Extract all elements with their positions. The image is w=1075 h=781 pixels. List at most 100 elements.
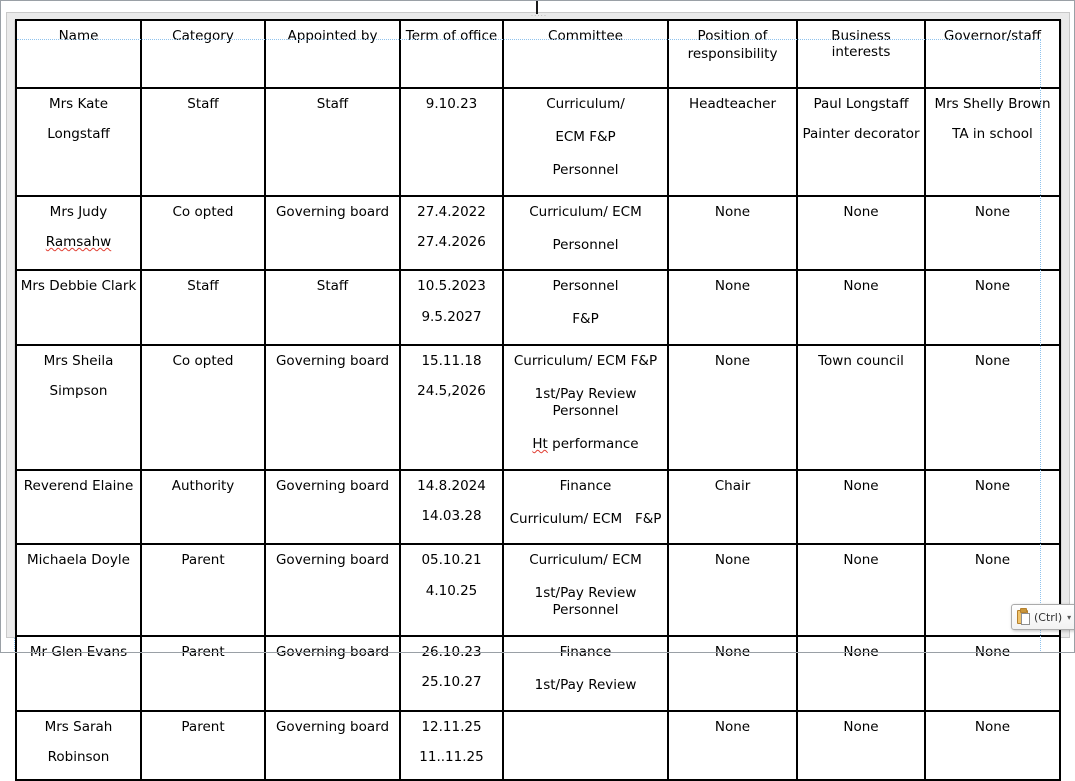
table-cell[interactable]: 12.11.25 11..11.25 [399,709,504,781]
table-cell[interactable] [502,709,669,781]
cell-text-line: None [974,278,1011,295]
table-cell[interactable]: Town council [796,344,926,471]
cell-text-line: Headteacher [688,96,776,112]
table-cell[interactable]: Curriculum/ ECM Personnel [502,194,669,272]
cell-text-line: Governing board [275,644,390,660]
table-cell[interactable]: Paul Longstaff Painter decorator [796,87,926,197]
cell-text-line: Town council [818,353,904,370]
table-cell[interactable]: Governing board [264,709,401,781]
column-header[interactable]: Committee [502,19,669,89]
table-cell[interactable]: Curriculum/ECM F&P Personnel [502,87,669,197]
table-cell[interactable]: None [924,709,1061,781]
table-cell[interactable]: Governing board [264,344,401,471]
table-row: Mrs Debbie Clark Staff Staff 10.5.2023 9.5.2… [15,269,1061,347]
table-cell[interactable]: Curriculum/ ECM 1st/Pay Review Personnel [502,543,669,637]
table-cell[interactable]: None [924,194,1061,272]
table-cell[interactable]: Authority [140,468,266,546]
table-cell[interactable]: Finance Curriculum/ ECM F&P [502,468,669,546]
table-cell[interactable]: Co opted [140,194,266,272]
table-cell[interactable]: Chair [667,468,798,546]
column-header[interactable]: Term of office [399,19,504,89]
table-cell[interactable]: Mrs Kate Longstaff [15,87,142,197]
cell-text-line: Co opted [172,353,234,370]
table-cell[interactable]: 27.4.2022 27.4.2026 [399,194,504,272]
table-cell[interactable]: Governing board [264,635,401,712]
table-cell[interactable]: 05.10.21 4.10.25 [399,543,504,637]
cell-text-line: Curriculum/ ECM [529,203,642,220]
table-cell[interactable]: None [924,468,1061,546]
table-cell[interactable]: None [667,709,798,781]
chevron-down-icon[interactable]: ▾ [1067,612,1072,622]
table-cell[interactable]: Mr Glen Evans [15,635,142,712]
table-cell[interactable]: Finance 1st/Pay Review [502,635,669,712]
cell-text-line: None [714,203,751,220]
cell-text-line: Longstaff [47,126,110,143]
cell-text-line: Curriculum/ ECM [529,552,642,569]
table-cell[interactable]: Staff [140,269,266,347]
table-cell[interactable]: Staff [140,87,266,197]
column-header[interactable]: Name [15,19,142,89]
table-cell[interactable]: 9.10.23 [399,87,504,197]
cell-text-line: Finance [559,477,612,494]
table-cell[interactable]: Staff [264,269,401,347]
table-cell[interactable]: 14.8.2024 14.03.28 [399,468,504,546]
frame-drag-handle[interactable]: ····· [530,12,548,20]
cell-text-line: 1st/Pay Review [534,676,637,693]
table-cell[interactable]: None [667,269,798,347]
table-cell[interactable]: Parent [140,543,266,637]
table-cell[interactable]: Personnel F&P [502,269,669,347]
table-cell[interactable]: None [667,543,798,637]
table-cell[interactable]: Governing board [264,468,401,546]
table-cell[interactable]: Parent [140,709,266,781]
table-cell[interactable]: None [796,709,926,781]
table-cell[interactable]: Parent [140,635,266,712]
table-cell[interactable]: None [796,194,926,272]
table-cell[interactable]: Mrs Shelly Brown TA in school [924,87,1061,197]
column-header[interactable]: Appointed by [264,19,401,89]
table-cell[interactable]: Governing board [264,543,401,637]
header-text-line: Committee [548,28,623,44]
table-cell[interactable]: Governing board [264,194,401,272]
cell-text-line: None [974,477,1011,494]
cell-text-line: Mrs Kate [48,96,109,112]
table-cell[interactable]: 15.11.18 24.5,2026 [399,344,504,471]
cell-text-line: None [974,644,1011,660]
text-cursor [536,0,538,14]
table-cell[interactable]: None [924,344,1061,471]
table-cell[interactable]: Reverend Elaine [15,468,142,546]
table-cell[interactable]: None [796,543,926,637]
table-cell[interactable]: Mrs Judy Ramsahw [15,194,142,272]
table-row: Reverend Elaine Authority Governing board 1… [15,468,1061,546]
table-cell[interactable]: None [796,269,926,347]
table-cell[interactable]: Mrs Sheila Simpson [15,344,142,471]
cell-text-line: Finance [559,644,612,660]
cell-text-line: Governing board [275,353,390,370]
table-cell[interactable]: None [796,635,926,712]
table-cell[interactable]: Michaela Doyle [15,543,142,637]
column-header[interactable]: Category [140,19,266,89]
cell-text-line: Ht performance [532,435,639,452]
table-cell[interactable]: None [667,344,798,471]
column-header[interactable]: Governor/staff [924,19,1061,89]
table-cell[interactable]: 26.10.23 25.10.27 [399,635,504,712]
table-cell[interactable]: None [796,468,926,546]
cell-text-line: None [843,644,879,660]
table-cell[interactable]: 10.5.2023 9.5.2027 [399,269,504,347]
table-cell[interactable]: None [924,269,1061,347]
table-cell[interactable]: None [667,194,798,272]
table-cell[interactable]: Staff [264,87,401,197]
governors-table[interactable]: Name Category Appointed by Term of office Co… [15,19,1061,781]
table-cell[interactable]: None [667,635,798,712]
cell-text-line: Curriculum/ [546,96,625,112]
table-cell[interactable]: Curriculum/ ECM F&P 1st/Pay Review Person… [502,344,669,471]
column-header[interactable]: Position of responsibility [667,19,798,89]
column-header[interactable]: Business interests [796,19,926,89]
table-cell[interactable]: Mrs Sarah Robinson [15,709,142,781]
table-cell[interactable]: Co opted [140,344,266,471]
table-cell[interactable]: Mrs Debbie Clark [15,269,142,347]
header-text-line: Appointed by [287,28,378,44]
paste-options-button[interactable]: (Ctrl) ▾ [1011,604,1075,630]
cell-text-line: Robinson [47,748,110,765]
table-cell[interactable]: None [924,635,1061,712]
table-cell[interactable]: Headteacher [667,87,798,197]
